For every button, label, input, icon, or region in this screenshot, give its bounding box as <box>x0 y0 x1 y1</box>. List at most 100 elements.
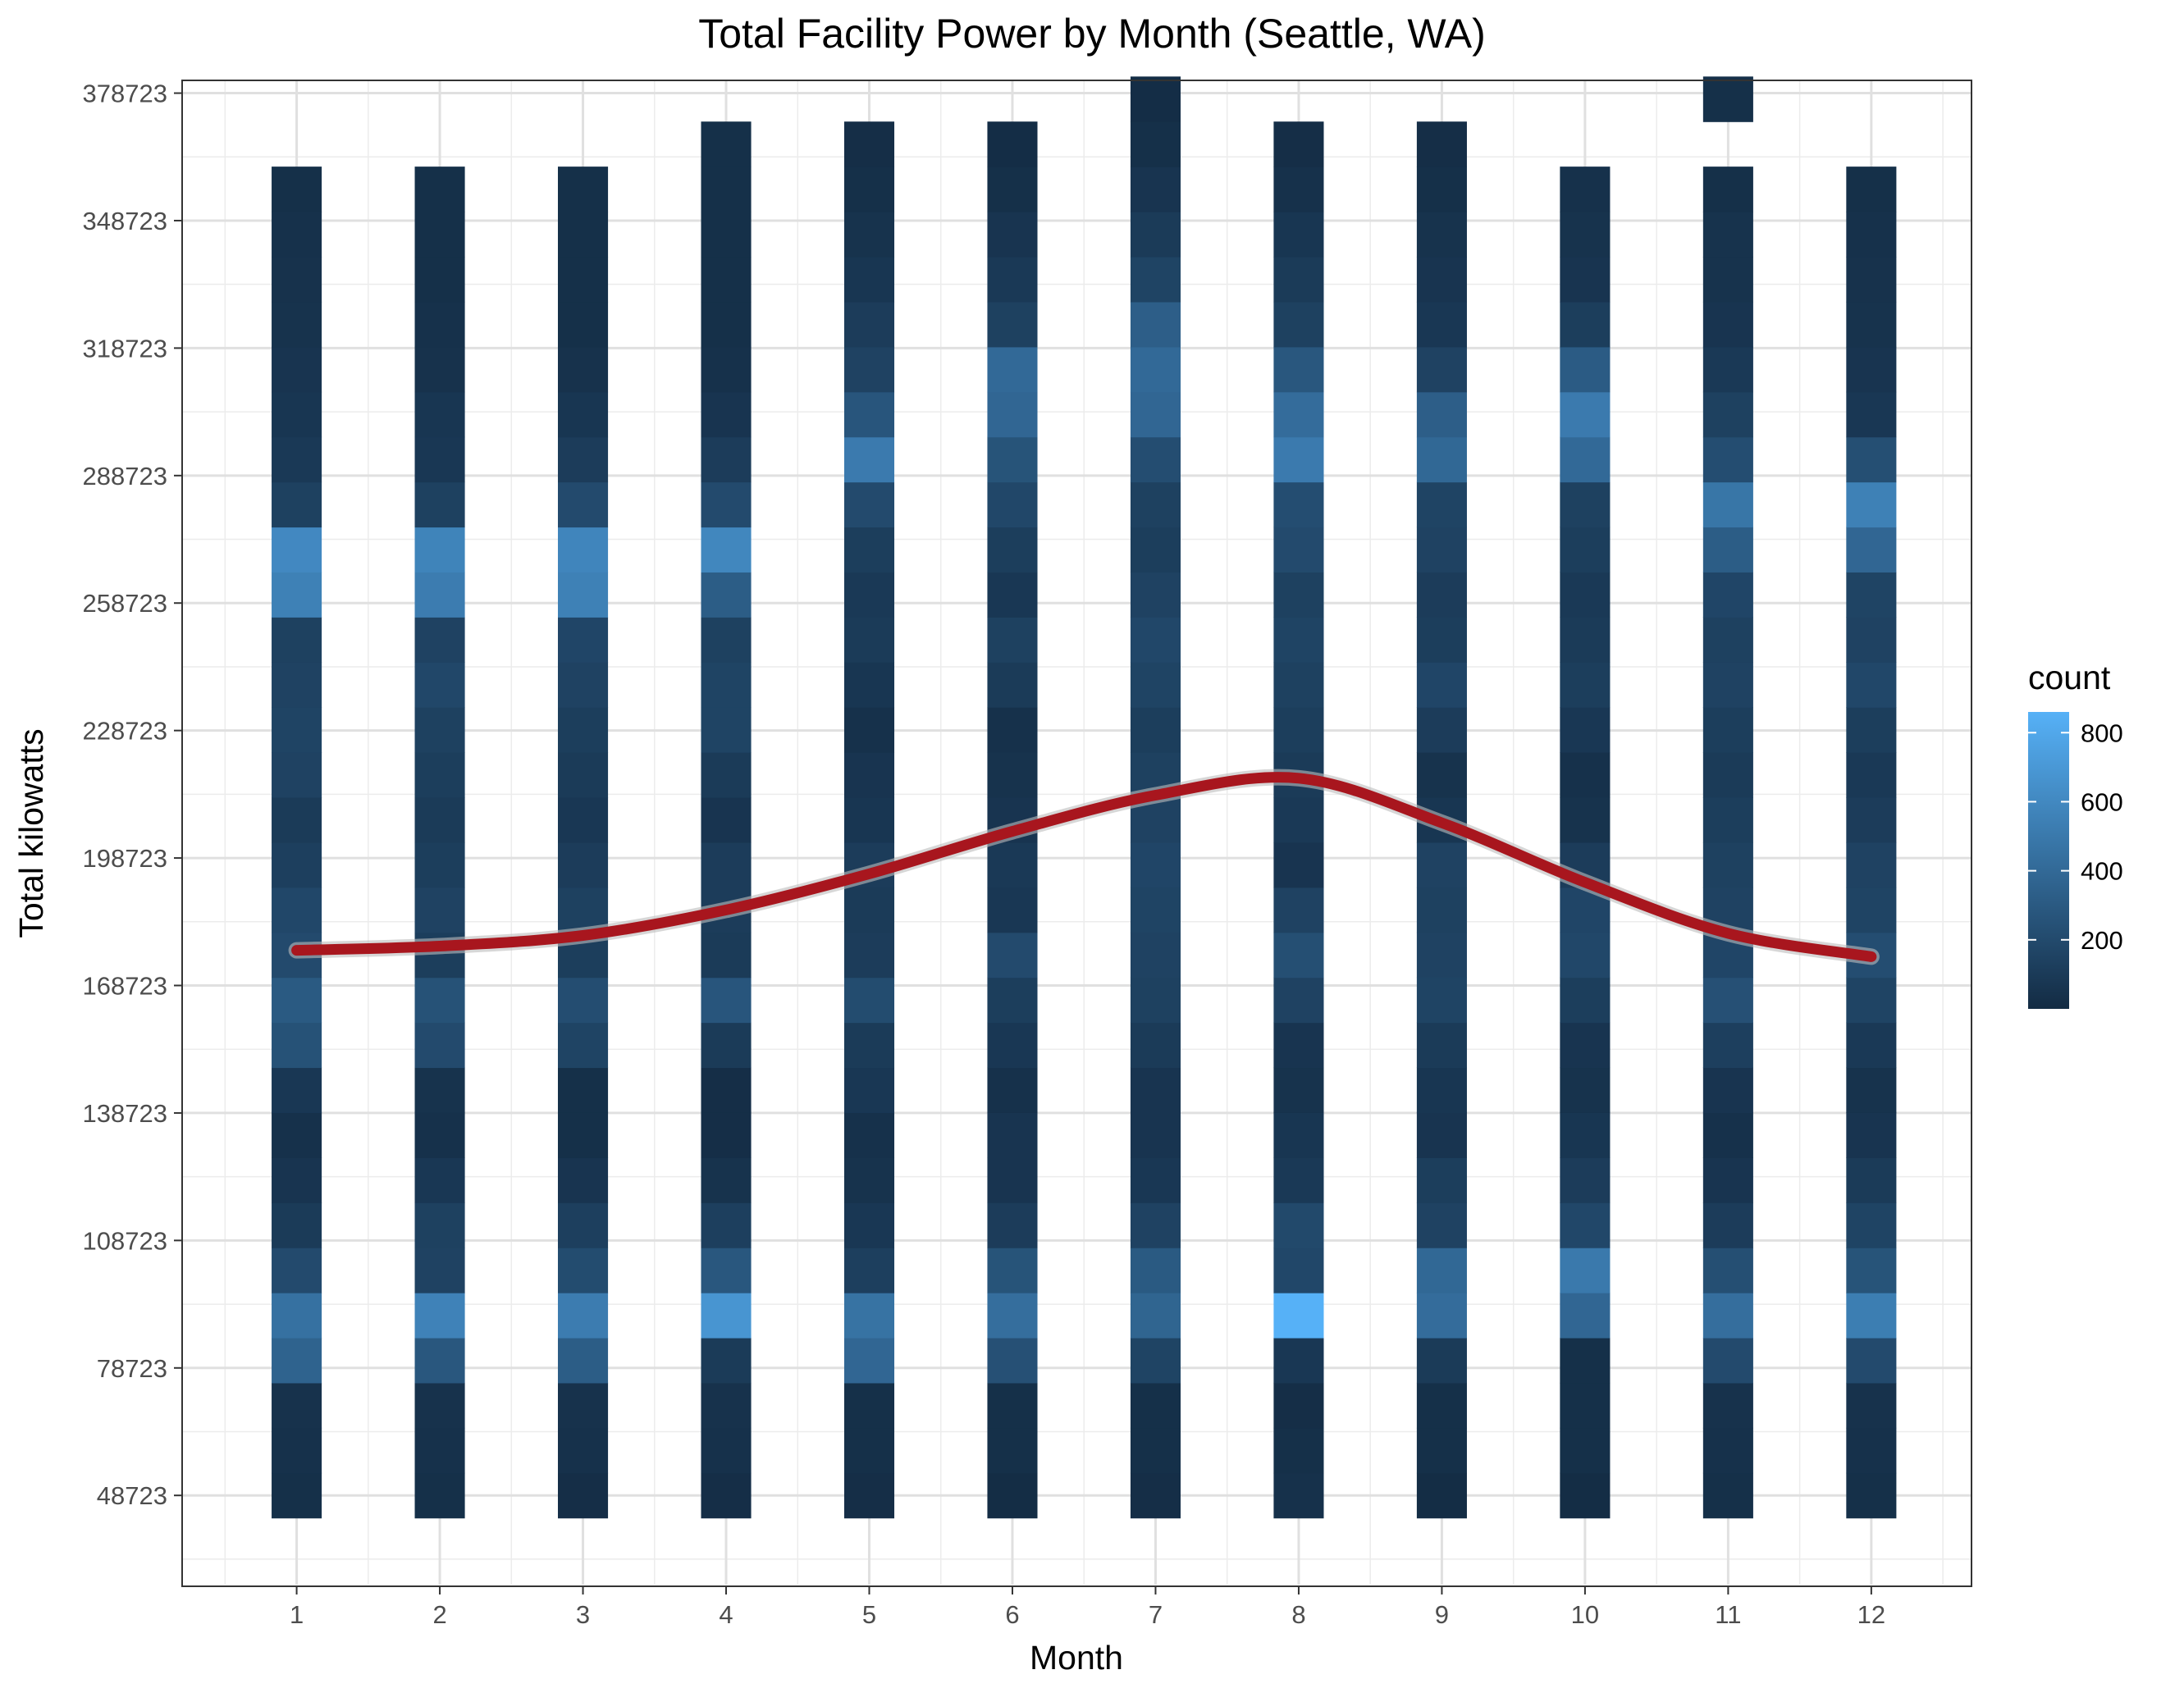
heatmap-tile <box>558 977 609 1024</box>
heatmap-tile <box>272 1293 322 1339</box>
heatmap-tile <box>1702 481 1753 528</box>
heatmap-tile <box>701 256 752 303</box>
heatmap-tile <box>1416 1472 1467 1519</box>
legend-ticks: 200 400 600 800 <box>2028 719 2123 955</box>
heatmap-tile <box>414 1112 465 1158</box>
heatmap-tile <box>1560 346 1611 393</box>
heatmap-tile <box>987 256 1038 303</box>
y-axis-title: Total kilowatts <box>12 728 50 938</box>
plot-panel <box>181 76 1972 1587</box>
heatmap-tile <box>558 572 609 618</box>
heatmap-tile <box>1560 1202 1611 1248</box>
heatmap-tile <box>987 1202 1038 1248</box>
heatmap-tile <box>1130 1067 1181 1113</box>
y-tick-label: 318723 <box>83 334 167 363</box>
heatmap-tile <box>1702 256 1753 303</box>
heatmap-tile <box>1273 1157 1324 1203</box>
x-tick-label: 9 <box>1435 1600 1449 1629</box>
heatmap-tile <box>843 1112 895 1158</box>
y-tick-label: 348723 <box>83 207 167 235</box>
heatmap-tile <box>1702 1427 1753 1474</box>
heatmap-tile <box>558 527 609 573</box>
heatmap-tile <box>414 662 465 708</box>
heatmap-tile <box>843 887 895 933</box>
heatmap-tile <box>987 842 1038 888</box>
heatmap-tile <box>558 212 609 258</box>
x-tick-label: 1 <box>290 1600 304 1629</box>
chart-title: Total Facility Power by Month (Seattle, … <box>698 11 1486 57</box>
heatmap-tile <box>987 932 1038 979</box>
heatmap-tile <box>1130 572 1181 618</box>
heatmap-tile <box>1702 617 1753 663</box>
heatmap-tile <box>558 842 609 888</box>
heatmap-tile <box>414 1382 465 1429</box>
heatmap-tile <box>1416 167 1467 212</box>
heatmap-tile <box>1846 842 1897 888</box>
heatmap-tile <box>1846 301 1897 348</box>
heatmap-tile <box>1273 1472 1324 1519</box>
heatmap-tile <box>987 977 1038 1024</box>
heatmap-tile <box>701 1337 752 1384</box>
heatmap-tile <box>843 121 895 167</box>
heatmap-tile <box>1416 707 1467 753</box>
heatmap-tile <box>1846 1248 1897 1293</box>
heatmap-tile <box>843 1427 895 1474</box>
heatmap-tile <box>1846 527 1897 573</box>
heatmap-tile <box>1846 662 1897 708</box>
heatmap-tile <box>414 617 465 663</box>
heatmap-tile <box>272 977 322 1024</box>
heatmap-tile <box>987 1157 1038 1203</box>
heatmap-tile <box>272 527 322 573</box>
heatmap-tile <box>987 1472 1038 1519</box>
heatmap-tile <box>558 481 609 528</box>
heatmap-tile <box>272 1157 322 1203</box>
heatmap-tile <box>1560 1157 1611 1203</box>
heatmap-tile <box>1702 572 1753 618</box>
x-tick-label: 5 <box>862 1600 876 1629</box>
heatmap-tile <box>414 1022 465 1069</box>
panel-border <box>181 80 1972 1587</box>
heatmap-tile <box>701 391 752 438</box>
heatmap-tile <box>1130 527 1181 573</box>
heatmap-tile <box>1560 796 1611 843</box>
heatmap-tile <box>843 617 895 663</box>
heatmap-tile <box>1273 1427 1324 1474</box>
heatmap-tile <box>414 887 465 933</box>
y-tick-label: 48723 <box>97 1481 167 1510</box>
heatmap-tile <box>701 121 752 167</box>
heatmap-tile <box>1273 662 1324 708</box>
heatmap-tile <box>701 932 752 979</box>
heatmap-tile <box>1560 1022 1611 1069</box>
heatmap-tile <box>843 301 895 348</box>
heatmap-tile <box>701 1067 752 1113</box>
y-tick-label: 228723 <box>83 717 167 746</box>
legend-tick-label: 200 <box>2081 926 2123 955</box>
heatmap-tile <box>272 167 322 212</box>
heatmap-tile <box>1416 346 1467 393</box>
heatmap-tile <box>414 572 465 618</box>
heatmap-tile <box>1416 617 1467 663</box>
heatmap-tile <box>414 1067 465 1113</box>
heatmap-tile <box>1846 167 1897 212</box>
heatmap-tile <box>1416 1248 1467 1293</box>
heatmap-tile <box>701 977 752 1024</box>
x-tick-label: 6 <box>1005 1600 1019 1629</box>
heatmap-tile <box>843 1202 895 1248</box>
heatmap-tile <box>1846 436 1897 483</box>
heatmap-tile <box>272 617 322 663</box>
heatmap-tile <box>272 1382 322 1429</box>
x-tick-label: 12 <box>1857 1600 1885 1629</box>
heatmap-tile <box>843 1382 895 1429</box>
heatmap-tile <box>843 346 895 393</box>
x-tick-label: 7 <box>1149 1600 1163 1629</box>
heatmap-tile <box>414 1293 465 1339</box>
heatmap-tile <box>1702 1248 1753 1293</box>
heatmap-tile <box>272 301 322 348</box>
heatmap-tile <box>701 1022 752 1069</box>
heatmap-tile <box>1130 1337 1181 1384</box>
heatmap-tile <box>1702 391 1753 438</box>
heatmap-tile <box>272 662 322 708</box>
heatmap-tile <box>843 436 895 483</box>
heatmap-tile <box>1416 662 1467 708</box>
heatmap-tile <box>1130 212 1181 258</box>
